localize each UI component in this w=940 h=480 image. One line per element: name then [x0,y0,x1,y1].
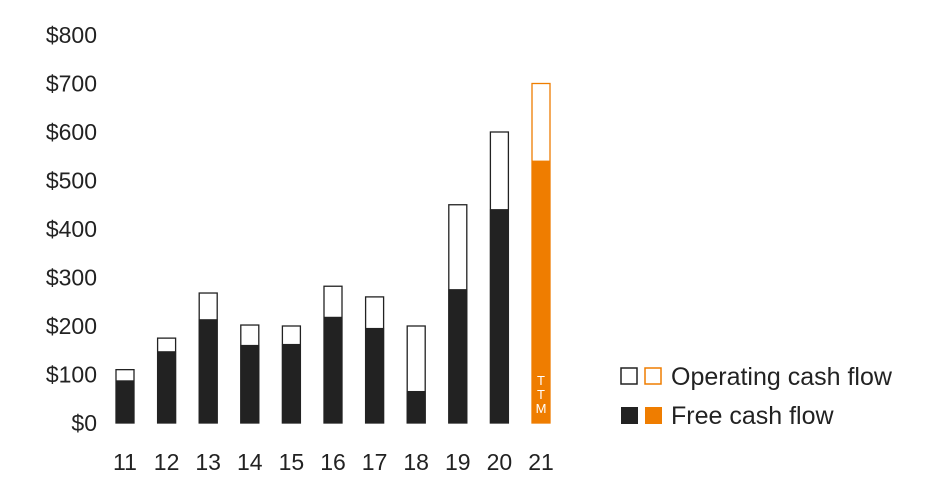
y-tick-label: $300 [46,265,97,291]
legend: Operating cash flow Free cash flow [620,363,893,430]
ttm-label-char: M [536,401,547,416]
bars: TTM [115,82,551,424]
y-tick-label: $100 [46,362,97,388]
legend-label-operating: Operating cash flow [671,363,893,391]
x-tick-label: 19 [445,449,471,475]
bar-free-cash-flow [406,390,426,424]
bar-free-cash-flow [240,344,260,424]
x-tick-label: 15 [279,449,305,475]
legend-swatch-operating-dark [620,367,638,385]
x-tick-label: 21 [528,449,554,475]
ttm-label-char: T [537,387,545,402]
ttm-label-char: T [537,373,545,388]
y-tick-label: $500 [46,168,97,194]
bar-free-cash-flow [198,319,218,424]
x-tick-label: 13 [195,449,221,475]
bar-free-cash-flow [281,343,301,424]
legend-swatch-operating-highlight [644,367,662,385]
x-tick-label: 12 [154,449,180,475]
x-tick-label: 20 [487,449,513,475]
legend-swatch-free-highlight [645,407,662,424]
bar-free-cash-flow [448,289,468,424]
y-tick-label: $200 [46,313,97,339]
x-axis: 11 12 13 14 15 16 17 18 19 20 21 [113,449,554,475]
bar-free-cash-flow [157,351,177,424]
x-tick-label: 16 [320,449,346,475]
legend-swatch-free-dark [621,407,638,424]
x-tick-label: 17 [362,449,388,475]
y-tick-label: $400 [46,216,97,242]
bar-free-cash-flow [489,209,509,424]
y-tick-label: $700 [46,71,97,97]
y-axis: $0 $100 $200 $300 $400 $500 $600 $700 $800 [46,22,97,436]
y-tick-label: $600 [46,119,97,145]
y-tick-label: $800 [46,22,97,48]
bar-free-cash-flow [365,327,385,424]
x-tick-label: 14 [237,449,263,475]
x-tick-label: 18 [403,449,429,475]
x-tick-label: 11 [113,449,137,475]
y-tick-label: $0 [71,410,97,436]
bar-free-cash-flow [115,380,135,424]
legend-label-free: Free cash flow [671,402,835,430]
bar-free-cash-flow [323,316,343,424]
bar-free-cash-flow [531,160,551,424]
